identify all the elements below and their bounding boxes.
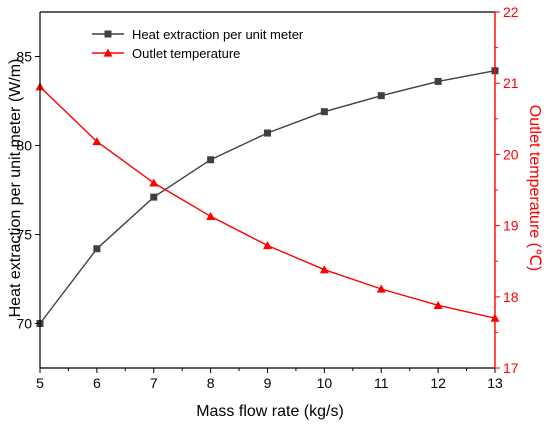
y-right-tick-label: 17 [503,360,519,376]
x-tick-label: 7 [150,375,158,391]
x-tick-label: 12 [430,375,446,391]
x-tick-label: 8 [207,375,215,391]
series-line-1 [39,86,496,319]
data-point-triangle [206,211,216,220]
ticks: 5 6 7 8 9 10 11 12 13 70 75 80 85 17 18 19 20 21 22 [16,4,518,391]
y-right-tick-label: 22 [503,4,519,20]
x-axis-title: Mass flow rate (kg/s) [196,403,344,420]
y-left-tick-label: 70 [16,316,32,332]
axes [39,11,496,369]
data-point-square [93,245,101,253]
plot-area [35,67,500,327]
series-line-0 [39,70,496,324]
y-right-tick-label: 20 [503,146,519,162]
y-axis-right-title: Outlet temperature (℃) [526,105,543,271]
y-left-tick-label: 85 [16,49,32,65]
legend-label-0: Heat extraction per unit meter [132,27,304,42]
data-point-triangle [433,300,443,309]
x-tick-label: 9 [264,375,272,391]
data-point-triangle [149,178,159,187]
data-point-triangle [92,137,102,146]
data-point-square [150,193,158,201]
y-right-tick-label: 21 [503,75,519,91]
x-tick-label: 10 [317,375,333,391]
data-point-square [264,129,271,137]
legend-marker-square [104,30,112,38]
y-right-tick-label: 19 [503,218,519,234]
data-point-square [377,92,385,100]
data-point-triangle [263,241,272,250]
y-right-tick-label: 18 [503,289,519,305]
x-tick-label: 5 [36,375,44,391]
legend: Heat extraction per unit meter Outlet tem… [92,27,304,61]
data-point-triangle [319,265,329,274]
y-axis-left-title: Heat extraction per unit meter (W/m) [7,59,24,318]
data-point-square [320,108,328,116]
data-point-square [434,77,442,85]
data-point-triangle [376,284,386,293]
y-left-tick-label: 75 [16,227,32,243]
legend-label-1: Outlet temperature [132,46,240,61]
x-tick-label: 6 [93,375,101,391]
legend-marker-triangle [103,48,113,57]
data-point-square [207,156,215,164]
x-tick-label: 11 [374,375,389,391]
y-left-tick-label: 80 [16,138,32,154]
x-tick-label: 13 [487,375,503,391]
